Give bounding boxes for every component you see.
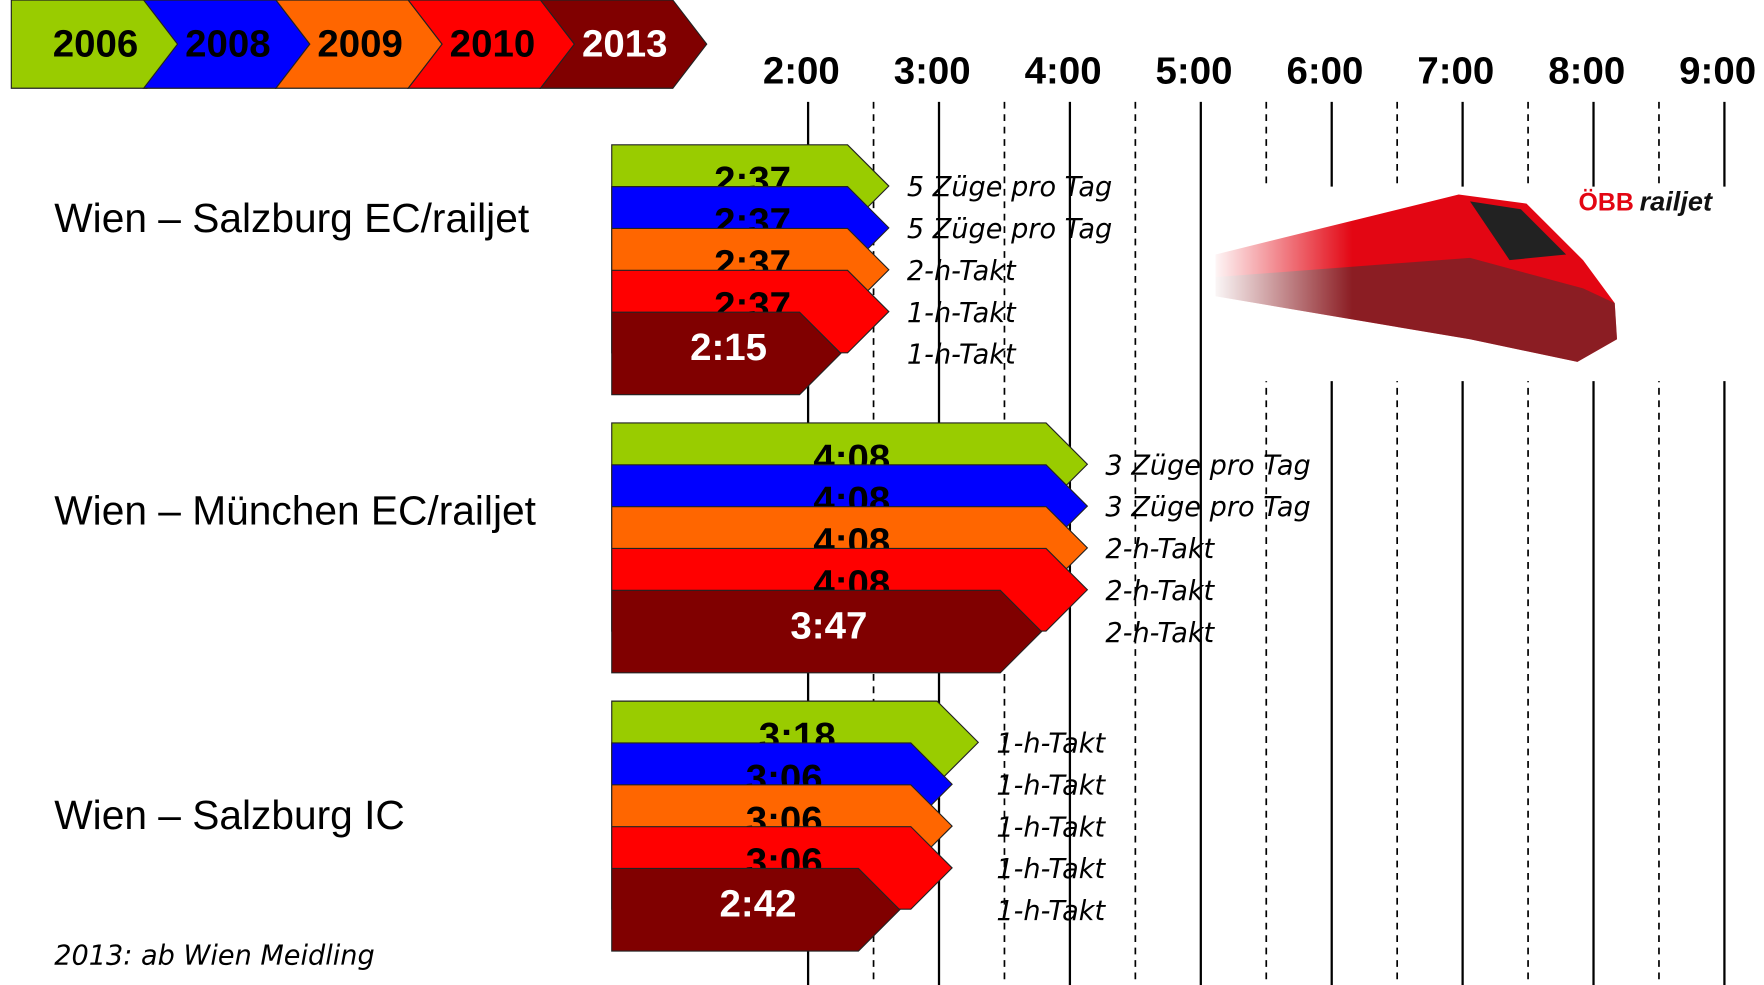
legend-label: 2013 (582, 23, 668, 66)
legend: 2006 2008 2009 2010 2013 (10, 0, 708, 89)
logo-product: railjet (1640, 185, 1713, 216)
frequency-note: 3 Züge pro Tag (1105, 492, 1310, 523)
frequency-note: 2-h-Takt (907, 256, 1017, 287)
value-label: 3:47 (790, 604, 867, 647)
x-tick-label: 3:00 (894, 50, 971, 93)
legend-label: 2009 (317, 23, 403, 66)
x-tick-label: 4:00 (1025, 50, 1102, 93)
value-label: 2:42 (720, 883, 797, 926)
legend-label: 2006 (53, 23, 139, 66)
bar (611, 311, 842, 396)
legend-label: 2008 (185, 23, 271, 66)
frequency-note: 1-h-Takt (996, 729, 1106, 760)
legend-swatch (539, 0, 708, 89)
x-tick-label: 2:00 (763, 50, 840, 93)
train-image: ÖBB railjet (1209, 185, 1764, 382)
frequency-note: 1-h-Takt (996, 812, 1106, 843)
x-tick-label: 6:00 (1286, 50, 1363, 93)
category-label: Wien – Salzburg IC (54, 792, 405, 838)
frequency-note: 2-h-Takt (1105, 534, 1215, 565)
frequency-note: 1-h-Takt (996, 854, 1106, 885)
frequency-note: 2-h-Takt (1105, 618, 1215, 649)
legend-label: 2010 (450, 23, 536, 66)
x-tick-label: 9:00 (1679, 50, 1756, 93)
bar (611, 867, 901, 952)
frequency-note: 1-h-Takt (907, 298, 1017, 329)
frequency-note: 5 Züge pro Tag (907, 172, 1112, 203)
frequency-note: 3 Züge pro Tag (1105, 450, 1310, 481)
image-fade (1209, 186, 1527, 382)
x-tick-label: 7:00 (1417, 50, 1494, 93)
logo-brand: ÖBB (1579, 187, 1634, 216)
x-tick-label: 8:00 (1548, 50, 1625, 93)
frequency-note: 1-h-Takt (996, 770, 1106, 801)
frequency-note: 1-h-Takt (996, 896, 1106, 927)
frequency-note: 1-h-Takt (907, 340, 1017, 371)
category-label: Wien – München EC/railjet (54, 488, 536, 534)
bars: 2:372:372:372:372:154:084:084:084:083:47… (611, 144, 1089, 952)
category-label: Wien – Salzburg EC/railjet (54, 195, 529, 241)
bar (611, 589, 1043, 674)
value-label: 2:15 (690, 326, 767, 369)
footnote: 2013: ab Wien Meidling (54, 941, 374, 972)
x-tick-label: 5:00 (1156, 50, 1233, 93)
frequency-note: 2-h-Takt (1105, 576, 1215, 607)
frequency-note: 5 Züge pro Tag (907, 214, 1112, 245)
